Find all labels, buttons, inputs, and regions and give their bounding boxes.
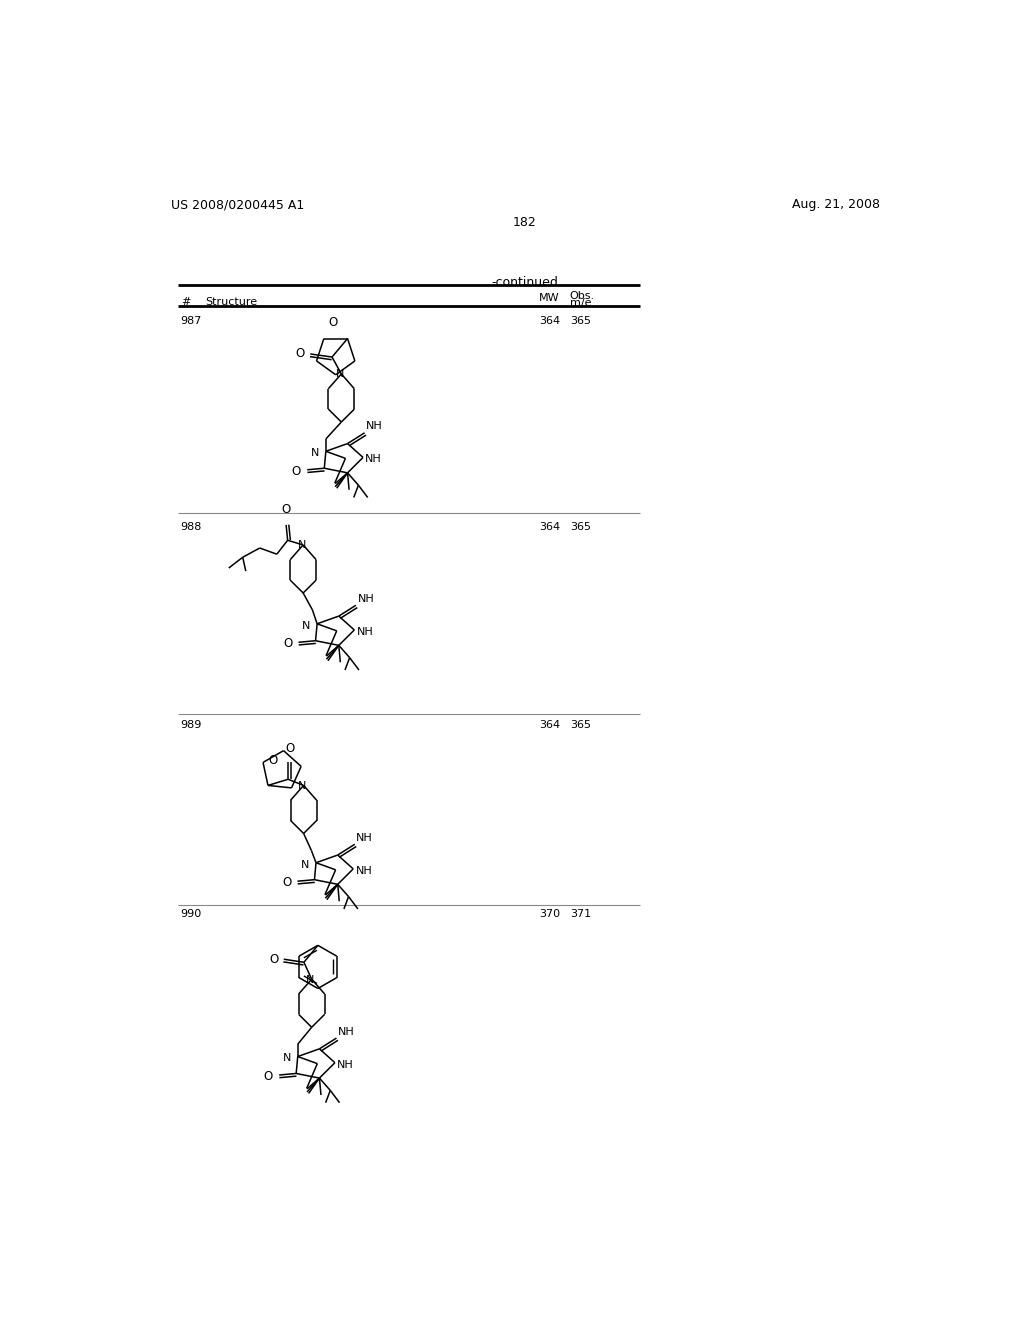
Text: 989: 989 <box>180 721 202 730</box>
Text: O: O <box>328 315 337 329</box>
Text: Obs.: Obs. <box>569 290 595 301</box>
Text: NH: NH <box>357 594 374 603</box>
Text: O: O <box>282 503 291 516</box>
Text: N: N <box>298 781 306 791</box>
Text: m/e: m/e <box>569 298 591 308</box>
Text: MW: MW <box>539 293 559 304</box>
Text: 990: 990 <box>180 909 202 919</box>
Text: O: O <box>268 754 278 767</box>
Text: NH: NH <box>366 454 382 465</box>
Text: N: N <box>302 620 310 631</box>
Text: 364: 364 <box>539 317 560 326</box>
Text: Aug. 21, 2008: Aug. 21, 2008 <box>792 198 880 211</box>
Text: O: O <box>282 876 291 890</box>
Text: O: O <box>285 742 294 755</box>
Text: NH: NH <box>356 833 373 842</box>
Text: 364: 364 <box>539 521 560 532</box>
Text: O: O <box>292 465 301 478</box>
Text: 365: 365 <box>569 721 591 730</box>
Text: Structure: Structure <box>206 297 258 308</box>
Text: 364: 364 <box>539 721 560 730</box>
Text: O: O <box>283 638 292 651</box>
Text: 182: 182 <box>513 216 537 230</box>
Text: N: N <box>306 974 314 985</box>
Text: N: N <box>301 859 309 870</box>
Text: #: # <box>180 297 190 308</box>
Text: NH: NH <box>338 1027 354 1036</box>
Text: -continued: -continued <box>492 276 558 289</box>
Text: N: N <box>297 540 306 550</box>
Text: 370: 370 <box>539 909 560 919</box>
Text: N: N <box>283 1053 291 1064</box>
Text: NH: NH <box>367 421 383 432</box>
Text: US 2008/0200445 A1: US 2008/0200445 A1 <box>171 198 304 211</box>
Text: N: N <box>311 449 319 458</box>
Text: 365: 365 <box>569 521 591 532</box>
Text: O: O <box>263 1071 273 1082</box>
Text: 365: 365 <box>569 317 591 326</box>
Text: O: O <box>269 953 279 966</box>
Text: NH: NH <box>337 1060 354 1069</box>
Text: NH: NH <box>356 627 374 636</box>
Text: NH: NH <box>355 866 373 875</box>
Text: O: O <box>296 347 305 360</box>
Text: 371: 371 <box>569 909 591 919</box>
Text: 988: 988 <box>180 521 202 532</box>
Text: N: N <box>336 370 344 379</box>
Text: 987: 987 <box>180 317 202 326</box>
